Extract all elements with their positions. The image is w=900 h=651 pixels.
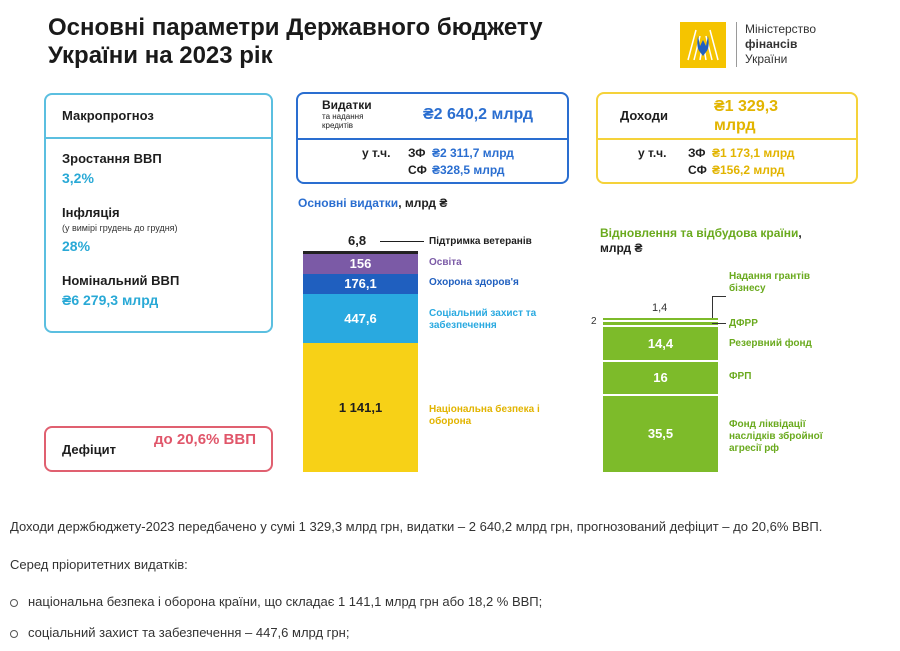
revenues-sf-label: СФ [688,163,707,177]
priority-intro: Серед пріоритетних видатків: [10,557,188,572]
veterans-segment [303,251,418,254]
gdp-growth-label: Зростання ВВП [62,151,162,166]
security-segment: 1 141,1 [303,343,418,472]
nominal-gdp-label: Номінальний ВВП [62,273,180,288]
gdp-growth-value: 3,2% [62,170,94,186]
trident-emblem-icon [680,22,726,68]
expenditures-sf-label: СФ [408,163,427,177]
expenditures-zf-label: ЗФ [408,146,426,160]
education-label: Освіта [429,257,462,268]
reserve-segment: 14,4 [603,327,718,360]
main-expenditures-bar: 156 176,1 447,6 1 141,1 [303,251,418,472]
nominal-gdp-value: ₴6 279,3 млрд [62,292,159,308]
liquidation-label: Фонд ліквідації наслідків збройної агрес… [729,419,823,454]
inflation-value: 28% [62,238,91,254]
macro-header: Макропрогноз [46,95,271,139]
revenues-sf-value: ₴156,2 млрд [712,163,785,177]
deficit-label: Дефіцит [62,442,116,457]
list-item: соціальний захист та забезпечення – 447,… [10,625,349,640]
frp-label: ФРП [729,371,752,382]
veterans-value: 6,8 [348,233,367,248]
reserve-label: Резервний фонд [729,338,812,349]
grants-segment [603,318,718,320]
expenditures-divider [298,138,567,140]
revenues-total: ₴1 329,3 млрд [714,98,779,134]
expenditures-box: Видатки та надання кредитів ₴2 640,2 млр… [296,92,569,184]
veterans-leader-line [380,241,424,242]
liquidation-segment: 35,5 [603,396,718,472]
dfrr-label: ДФРР [729,318,758,329]
revenues-incl: у т.ч. [638,146,667,160]
ministry-name: Міністерство фінансів України [736,22,816,67]
health-segment: 176,1 [303,274,418,294]
expenditures-label: Видатки [322,98,372,112]
dfrr-value: 2 [591,316,597,327]
grants-label: Надання грантів бізнесу [729,271,811,294]
health-label: Охорона здоров'я [429,277,519,288]
bullet-icon [10,598,18,607]
revenues-box: Доходи ₴1 329,3 млрд у т.ч. ЗФ ₴1 173,1 … [596,92,858,184]
page-title: Основні параметри Державного бюджету Укр… [48,14,543,69]
expenditures-sublabel: та надання кредитів [322,112,364,130]
veterans-label: Підтримка ветеранів [429,236,532,247]
ministry-logo: Міністерство фінансів України [680,22,830,70]
revenues-zf-value: ₴1 173,1 млрд [712,146,795,160]
grants-leader-line [712,296,714,318]
revenues-label: Доходи [620,108,668,123]
education-segment: 156 [303,254,418,274]
macro-forecast-box: Макропрогноз Зростання ВВП 3,2% Інфляція… [44,93,273,333]
frp-segment: 16 [603,362,718,394]
recovery-bar: 14,4 16 35,5 [603,318,718,472]
revenues-zf-label: ЗФ [688,146,706,160]
main-expenditures-title: Основні видатки, млрд ₴ [298,196,448,210]
expenditures-total: ₴2 640,2 млрд [423,106,534,123]
grants-leader-tick [712,296,726,297]
expenditures-sf-value: ₴328,5 млрд [432,163,505,177]
inflation-note: (у вимірі грудень до грудня) [62,223,178,233]
list-item: національна безпека і оборона країни, що… [10,594,542,609]
recovery-title: Відновлення та відбудова країни, млрд ₴ [600,226,802,255]
inflation-label: Інфляція [62,205,120,220]
summary-paragraph: Доходи держбюджету-2023 передбачено у су… [10,519,823,534]
social-segment: 447,6 [303,294,418,343]
grants-value: 1,4 [652,302,668,314]
expenditures-zf-value: ₴2 311,7 млрд [432,146,514,160]
security-label: Національна безпека і оборона [429,404,540,427]
deficit-value: до 20,6% ВВП [154,431,256,448]
social-label: Соціальний захист та забезпечення [429,308,537,331]
expenditures-incl: у т.ч. [362,146,391,160]
deficit-box: Дефіцит до 20,6% ВВП [44,426,273,472]
dfrr-leader-line [712,323,726,324]
bullet-icon [10,629,18,638]
revenues-divider [598,138,856,140]
dfrr-segment [603,322,718,325]
